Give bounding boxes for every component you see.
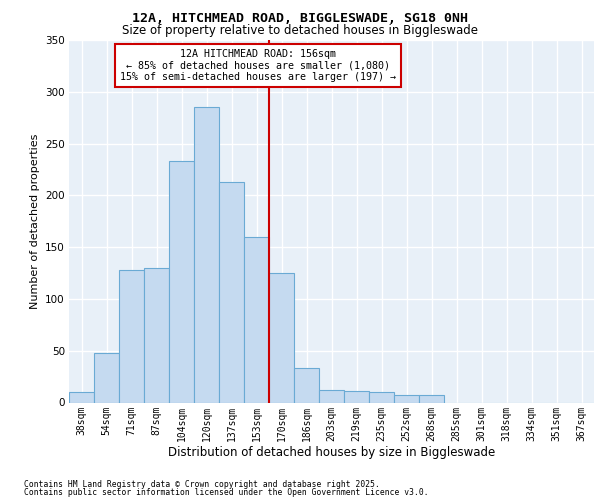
Bar bbox=[194, 108, 219, 403]
Text: 12A HITCHMEAD ROAD: 156sqm
← 85% of detached houses are smaller (1,080)
15% of s: 12A HITCHMEAD ROAD: 156sqm ← 85% of deta… bbox=[120, 49, 396, 82]
Bar bbox=[244, 237, 269, 402]
Bar bbox=[269, 273, 294, 402]
Bar bbox=[69, 392, 94, 402]
Bar bbox=[369, 392, 394, 402]
X-axis label: Distribution of detached houses by size in Biggleswade: Distribution of detached houses by size … bbox=[168, 446, 495, 459]
Bar bbox=[144, 268, 169, 402]
Y-axis label: Number of detached properties: Number of detached properties bbox=[29, 134, 40, 309]
Bar bbox=[419, 395, 444, 402]
Bar bbox=[319, 390, 344, 402]
Text: Size of property relative to detached houses in Biggleswade: Size of property relative to detached ho… bbox=[122, 24, 478, 37]
Bar bbox=[119, 270, 144, 402]
Text: Contains HM Land Registry data © Crown copyright and database right 2025.: Contains HM Land Registry data © Crown c… bbox=[24, 480, 380, 489]
Text: 12A, HITCHMEAD ROAD, BIGGLESWADE, SG18 0NH: 12A, HITCHMEAD ROAD, BIGGLESWADE, SG18 0… bbox=[132, 12, 468, 26]
Bar bbox=[394, 395, 419, 402]
Bar bbox=[169, 161, 194, 402]
Text: Contains public sector information licensed under the Open Government Licence v3: Contains public sector information licen… bbox=[24, 488, 428, 497]
Bar bbox=[294, 368, 319, 402]
Bar bbox=[94, 353, 119, 403]
Bar bbox=[344, 391, 369, 402]
Bar bbox=[219, 182, 244, 402]
